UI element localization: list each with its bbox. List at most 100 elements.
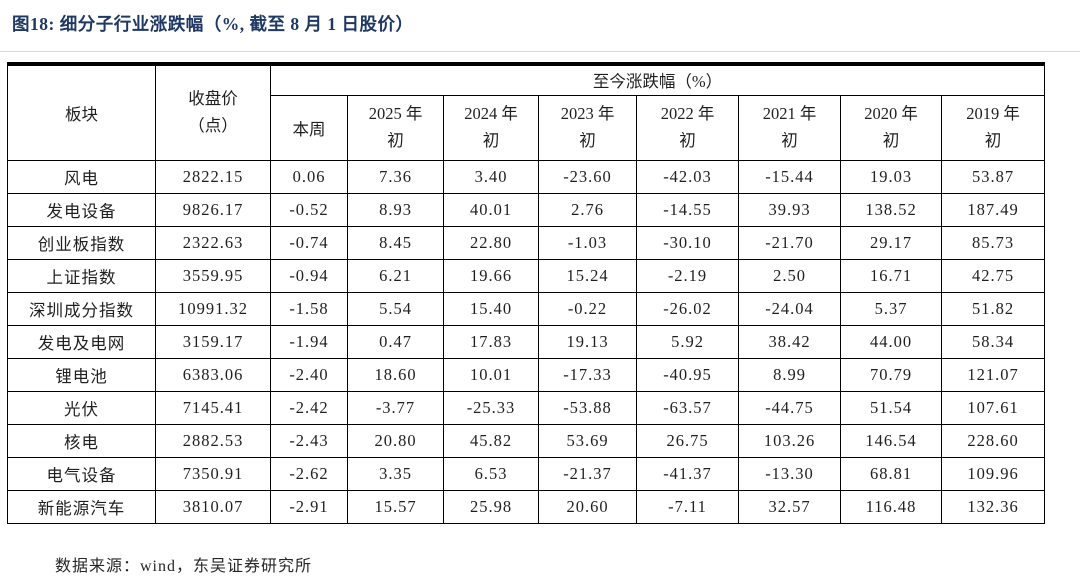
value-cell: 5.37: [840, 291, 942, 326]
value-cell: -2.40: [270, 357, 348, 392]
value-cell: 19.03: [840, 159, 942, 194]
value-cell: 19.66: [443, 258, 539, 293]
value-cell: 53.69: [538, 423, 637, 458]
table-row: 上证指数 3559.95 -0.94 6.21 19.66 15.24 -2.1…: [7, 258, 1045, 293]
value-cell: 228.60: [941, 423, 1045, 458]
close-cell: 7145.41: [155, 390, 271, 425]
value-cell: 29.17: [840, 225, 942, 260]
value-cell: 85.73: [941, 225, 1045, 260]
sector-cell: 新能源汽车: [7, 489, 156, 524]
value-cell: 116.48: [840, 489, 942, 524]
value-cell: 16.71: [840, 258, 942, 293]
value-cell: -0.74: [270, 225, 348, 260]
table-row: 深圳成分指数 10991.32 -1.58 5.54 15.40 -0.22 -…: [7, 291, 1045, 326]
value-cell: -1.58: [270, 291, 348, 326]
value-cell: 0.06: [270, 159, 348, 194]
value-cell: -25.33: [443, 390, 539, 425]
value-cell: -21.70: [738, 225, 841, 260]
value-cell: -15.44: [738, 159, 841, 194]
table-row: 发电设备 9826.17 -0.52 8.93 40.01 2.76 -14.5…: [7, 192, 1045, 227]
close-cell: 2882.53: [155, 423, 271, 458]
value-cell: -1.03: [538, 225, 637, 260]
value-cell: 15.24: [538, 258, 637, 293]
value-cell: 103.26: [738, 423, 841, 458]
value-cell: -40.95: [636, 357, 739, 392]
close-cell: 9826.17: [155, 192, 271, 227]
value-cell: 51.54: [840, 390, 942, 425]
value-cell: -44.75: [738, 390, 841, 425]
table-row: 光伏 7145.41 -2.42 -3.77 -25.33 -53.88 -63…: [7, 390, 1045, 425]
value-cell: 0.47: [347, 324, 444, 359]
col-header-change-group: 至今涨跌幅（%）: [270, 63, 1045, 96]
value-cell: 19.13: [538, 324, 637, 359]
value-cell: 45.82: [443, 423, 539, 458]
value-cell: -21.37: [538, 456, 637, 491]
col-header-2024: 2024 年 初: [443, 94, 539, 161]
sector-cell: 发电及电网: [7, 324, 156, 359]
value-cell: 15.57: [347, 489, 444, 524]
table-row: 电气设备 7350.91 -2.62 3.35 6.53 -21.37 -41.…: [7, 456, 1045, 491]
close-cell: 2822.15: [155, 159, 271, 194]
table-header-row-periods: 本周 2025 年 初 2024 年 初 2023 年 初 2022 年 初 2…: [8, 94, 1045, 161]
value-cell: -2.91: [270, 489, 348, 524]
value-cell: 10.01: [443, 357, 539, 392]
value-cell: 68.81: [840, 456, 942, 491]
close-cell: 3559.95: [155, 258, 271, 293]
col-header-2020: 2020 年 初: [840, 94, 942, 161]
value-cell: 38.42: [738, 324, 841, 359]
value-cell: -0.52: [270, 192, 348, 227]
col-header-close: 收盘价 （点）: [155, 63, 271, 161]
col-header-2023: 2023 年 初: [538, 94, 637, 161]
value-cell: -2.42: [270, 390, 348, 425]
table-header-row-group: 板块 收盘价 （点） 至今涨跌幅（%）: [7, 63, 1045, 161]
value-cell: -2.62: [270, 456, 348, 491]
value-cell: -26.02: [636, 291, 739, 326]
value-cell: 107.61: [941, 390, 1045, 425]
sector-cell: 核电: [7, 423, 156, 458]
table-row: 发电及电网 3159.17 -1.94 0.47 17.83 19.13 5.9…: [7, 324, 1045, 359]
value-cell: 3.35: [347, 456, 444, 491]
value-cell: -3.77: [347, 390, 444, 425]
sector-cell: 电气设备: [7, 456, 156, 491]
value-cell: -42.03: [636, 159, 739, 194]
table-row: 创业板指数 2322.63 -0.74 8.45 22.80 -1.03 -30…: [7, 225, 1045, 260]
value-cell: 5.54: [347, 291, 444, 326]
value-cell: -63.57: [636, 390, 739, 425]
value-cell: 132.36: [941, 489, 1045, 524]
col-header-2021: 2021 年 初: [738, 94, 841, 161]
value-cell: 26.75: [636, 423, 739, 458]
col-header-sector: 板块: [7, 63, 156, 161]
value-cell: 2.50: [738, 258, 841, 293]
value-cell: 5.92: [636, 324, 739, 359]
value-cell: -2.19: [636, 258, 739, 293]
value-cell: -2.43: [270, 423, 348, 458]
value-cell: 53.87: [941, 159, 1045, 194]
value-cell: 187.49: [941, 192, 1045, 227]
table-row: 核电 2882.53 -2.43 20.80 45.82 53.69 26.75…: [7, 423, 1045, 458]
value-cell: 32.57: [738, 489, 841, 524]
divider-line: [0, 51, 1080, 52]
sector-cell: 发电设备: [7, 192, 156, 227]
value-cell: 2.76: [538, 192, 637, 227]
value-cell: 40.01: [443, 192, 539, 227]
value-cell: 20.60: [538, 489, 637, 524]
value-cell: 15.40: [443, 291, 539, 326]
value-cell: 6.21: [347, 258, 444, 293]
close-cell: 3810.07: [155, 489, 271, 524]
figure-title: 图18: 细分子行业涨跌幅（%, 截至 8 月 1 日股价）: [12, 14, 414, 34]
value-cell: 44.00: [840, 324, 942, 359]
value-cell: 51.82: [941, 291, 1045, 326]
value-cell: 42.75: [941, 258, 1045, 293]
value-cell: 70.79: [840, 357, 942, 392]
value-cell: -23.60: [538, 159, 637, 194]
sector-cell: 锂电池: [7, 357, 156, 392]
value-cell: 8.99: [738, 357, 841, 392]
table-row: 新能源汽车 3810.07 -2.91 15.57 25.98 20.60 -7…: [7, 489, 1045, 524]
value-cell: 7.36: [347, 159, 444, 194]
value-cell: -14.55: [636, 192, 739, 227]
col-header-2019: 2019 年 初: [941, 94, 1045, 161]
value-cell: 20.80: [347, 423, 444, 458]
col-header-this-week: 本周: [270, 94, 348, 161]
value-cell: 109.96: [941, 456, 1045, 491]
value-cell: 22.80: [443, 225, 539, 260]
